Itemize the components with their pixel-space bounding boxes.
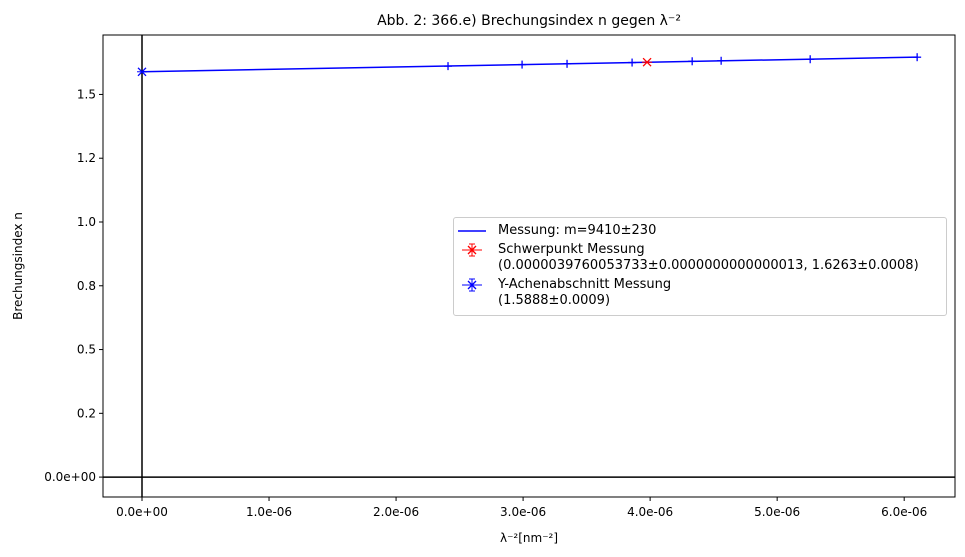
legend-entry: Y-Achenabschnitt Messung (1.5888±0.0009) xyxy=(454,277,946,309)
fit-line xyxy=(141,56,918,73)
legend-x xyxy=(467,280,477,290)
data-point xyxy=(136,67,147,77)
legend: Messung: m=9410±230 Schwerpunkt Messung (… xyxy=(453,217,947,316)
legend-entry: Messung: m=9410±230 xyxy=(454,223,946,239)
y-tick-label: 0.0e+00 xyxy=(44,470,96,484)
x-tick-label: 4.0e-06 xyxy=(627,505,673,519)
y-tick-label: 0.8 xyxy=(77,279,96,293)
data-point xyxy=(563,59,572,68)
y-tick-label: 1.5 xyxy=(77,87,96,101)
x-tick-label: 1.0e-06 xyxy=(246,505,292,519)
data-point xyxy=(688,57,697,66)
x-tick-label: 3.0e-06 xyxy=(500,505,546,519)
data-point xyxy=(518,60,527,69)
legend-swatch xyxy=(458,230,486,232)
y-axis-label: Brechungsindex n xyxy=(11,212,25,320)
data-point xyxy=(806,55,815,64)
data-point xyxy=(444,62,453,71)
legend-swatch xyxy=(462,278,482,292)
x-tick-label: 2.0e-06 xyxy=(373,505,419,519)
data-point xyxy=(913,53,922,62)
plot-frame xyxy=(102,34,956,498)
y-tick-label: 0.5 xyxy=(77,343,96,357)
legend-label: Y-Achenabschnitt Messung (1.5888±0.0009) xyxy=(498,277,672,308)
legend-label: Messung: m=9410±230 xyxy=(498,223,657,238)
legend-label: Schwerpunkt Messung (0.0000039760053733±… xyxy=(498,242,919,273)
data-point xyxy=(628,58,637,67)
y-tick-label: 1.2 xyxy=(77,151,96,165)
data-point xyxy=(642,57,653,67)
legend-entry: Schwerpunkt Messung (0.0000039760053733±… xyxy=(454,242,946,274)
x-tick-label: 5.0e-06 xyxy=(754,505,800,519)
y-tick-label: 0.2 xyxy=(77,406,96,420)
x-tick-label: 0.0e+00 xyxy=(116,505,168,519)
chart-title: Abb. 2: 366.e) Brechungsindex n gegen λ⁻… xyxy=(377,13,681,29)
legend-x xyxy=(467,245,477,255)
y-tick-label: 1.0 xyxy=(77,215,96,229)
data-point xyxy=(717,56,726,65)
legend-swatch xyxy=(462,243,482,257)
x-tick-label: 6.0e-06 xyxy=(881,505,927,519)
x-axis-label: λ⁻²[nm⁻²] xyxy=(500,531,558,545)
